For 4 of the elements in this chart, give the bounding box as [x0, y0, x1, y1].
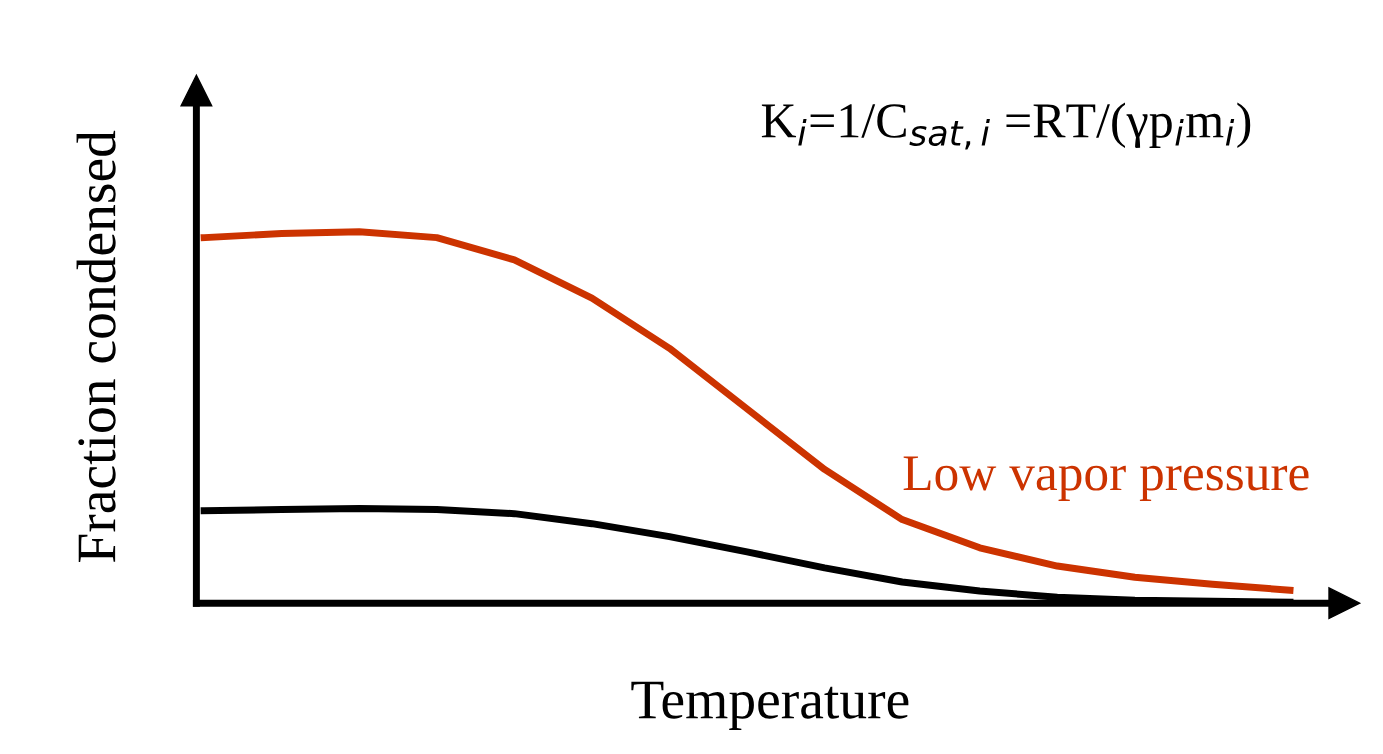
- x-axis-title: Temperature: [631, 681, 909, 730]
- y-axis-title: Fraction condensed: [76, 130, 116, 562]
- text: K$_{i}$=1/C$_{sat,i}$ =RT/(γp$_{i}$m$_{i}$): [761, 102, 1251, 150]
- series-label: Low vapor pressure: [903, 456, 1309, 502]
